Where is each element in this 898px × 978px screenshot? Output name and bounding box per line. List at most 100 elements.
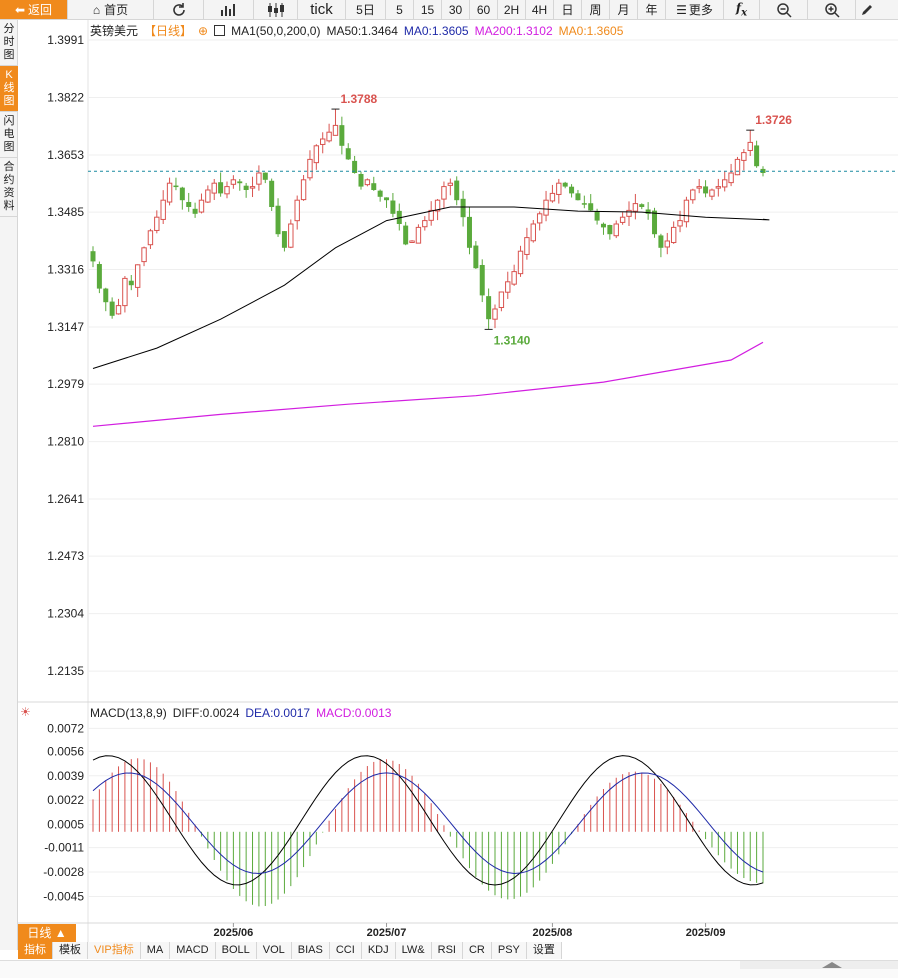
indicator-tab-2[interactable]: VIP指标 — [88, 942, 141, 959]
ma0-value-a: MA0:1.3605 — [403, 23, 469, 38]
period-8[interactable]: 周 — [582, 0, 610, 19]
candle-body-up — [415, 226, 422, 244]
period-10[interactable]: 年 — [638, 0, 666, 19]
indicator-tab-14[interactable]: 设置 — [526, 942, 562, 959]
candle-body-down — [754, 145, 760, 167]
candle-body-up — [722, 179, 728, 188]
indicator-tab-5[interactable]: BOLL — [215, 942, 257, 959]
candle-body-down — [479, 264, 485, 296]
candle-body-up — [536, 213, 543, 224]
candle-body-down — [639, 204, 645, 207]
indicator-tab-3[interactable]: MA — [140, 942, 171, 959]
candle-body-up — [198, 199, 205, 213]
home-button[interactable]: ⌂ 首页 — [68, 0, 154, 19]
candle-body-up — [498, 291, 505, 308]
price-tick-label: 1.2641 — [47, 492, 84, 506]
candle-body-up — [530, 223, 536, 242]
draw-button[interactable] — [856, 0, 878, 19]
scroll-thumb[interactable] — [822, 962, 842, 968]
period-6[interactable]: 4H — [526, 0, 554, 19]
candle-body-down — [703, 186, 709, 194]
chart-type-button[interactable] — [204, 0, 254, 19]
period-label: 【日线】 — [144, 24, 193, 38]
candle-body-up — [122, 277, 128, 307]
candle-body-up — [141, 247, 147, 263]
candle-body-down — [384, 197, 390, 201]
annotation-recent_high: 1.3726 — [755, 113, 792, 127]
candle-body-down — [390, 200, 396, 214]
candle-body-down — [569, 186, 575, 194]
back-button[interactable]: ⬅ 返回 — [0, 0, 68, 19]
sidebar-item-3[interactable]: 合约资料 — [0, 158, 18, 217]
candle-body-down — [371, 183, 377, 190]
candle-body-down — [652, 210, 658, 235]
candle-body-up — [160, 199, 166, 220]
period-5[interactable]: 2H — [498, 0, 526, 19]
macd-tick-label: 0.0005 — [47, 818, 84, 832]
price-tick-label: 1.3147 — [47, 320, 84, 334]
refresh-button[interactable] — [154, 0, 204, 19]
indicator-tab-10[interactable]: LW& — [395, 942, 432, 959]
candle-body-up — [313, 145, 320, 164]
candle-style-button[interactable] — [254, 0, 298, 19]
annotation-low: 1.3140 — [494, 333, 531, 347]
horizontal-scrollbar[interactable] — [740, 961, 898, 969]
candle-body-down — [358, 173, 364, 187]
indicator-tab-6[interactable]: VOL — [256, 942, 292, 959]
indicator-tab-0[interactable]: 指标 — [18, 942, 53, 959]
period-9[interactable]: 月 — [610, 0, 638, 19]
candle-body-down — [262, 172, 268, 180]
indicator-tab-13[interactable]: PSY — [491, 942, 527, 959]
candle-body-up — [447, 182, 454, 186]
indicator-tab-9[interactable]: KDJ — [361, 942, 396, 959]
period-3[interactable]: 30 — [442, 0, 470, 19]
period-2[interactable]: 15 — [414, 0, 442, 19]
candle-body-down — [581, 203, 587, 205]
candle-body-up — [320, 138, 326, 145]
pencil-icon — [862, 4, 872, 15]
indicator-tab-7[interactable]: BIAS — [291, 942, 330, 959]
period-0[interactable]: 5日 — [346, 0, 386, 19]
macd-tick-label: -0.0028 — [43, 865, 84, 879]
macd-value: MACD:0.0013 — [316, 706, 392, 720]
candle-body-up — [613, 223, 619, 237]
candle-body-up — [626, 209, 632, 217]
macd-tick-label: 0.0022 — [47, 793, 84, 807]
ma-settings-icon[interactable] — [214, 25, 226, 36]
indicator-tab-11[interactable]: RSI — [431, 942, 463, 959]
zoom-in-button[interactable] — [808, 0, 856, 19]
formula-button[interactable]: fx — [724, 0, 760, 19]
ma50-line — [92, 206, 770, 369]
candle-body-up — [364, 179, 371, 186]
period-toggle-button[interactable]: 日线 ▲ — [18, 924, 76, 942]
more-button[interactable]: ☰ 更多 — [666, 0, 724, 19]
candle-body-up — [422, 220, 428, 228]
candle-body-down — [243, 185, 249, 190]
price-tick-label: 1.2979 — [47, 377, 84, 391]
tick-button[interactable]: tick — [298, 0, 346, 19]
x-tick-label: 2025/07 — [367, 927, 407, 939]
sidebar-item-2[interactable]: 闪电图 — [0, 112, 18, 158]
candle-body-up — [166, 182, 173, 203]
zoom-out-button[interactable] — [760, 0, 808, 19]
candle-body-up — [511, 271, 517, 285]
period-7[interactable]: 日 — [554, 0, 582, 19]
period-1[interactable]: 5 — [386, 0, 414, 19]
add-icon[interactable]: ⊕ — [198, 23, 209, 38]
candle-body-up — [147, 230, 154, 246]
indicator-tab-1[interactable]: 模板 — [53, 942, 88, 959]
home-icon: ⌂ — [92, 2, 101, 17]
sidebar-item-0[interactable]: 分时图 — [0, 20, 18, 66]
candle-body-up — [683, 199, 690, 223]
candle-body-down — [339, 125, 345, 146]
candle-body-up — [524, 237, 530, 255]
candle-body-up — [288, 223, 294, 248]
price-tick-label: 1.2304 — [47, 607, 84, 621]
indicator-tab-4[interactable]: MACD — [170, 942, 216, 959]
candle-body-up — [134, 264, 141, 288]
indicator-tab-8[interactable]: CCI — [329, 942, 362, 959]
indicator-tab-12[interactable]: CR — [462, 942, 492, 959]
period-4[interactable]: 60 — [470, 0, 498, 19]
